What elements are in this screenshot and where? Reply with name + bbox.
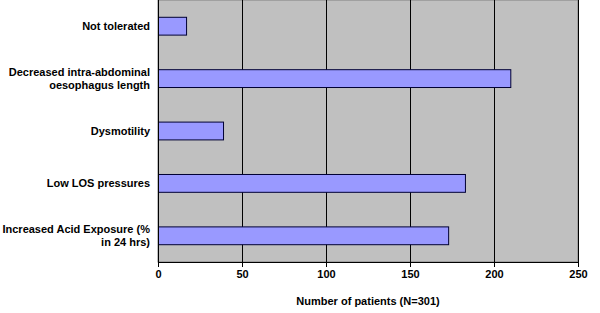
x-axis: 0 50 100 150 200 250 [155, 262, 587, 280]
tick: 100 [317, 262, 335, 280]
axis-line [158, 1, 159, 263]
grid-line [242, 0, 243, 262]
bar [158, 122, 224, 140]
tick-mark [242, 262, 243, 267]
tick-mark [494, 262, 495, 267]
tick-mark [410, 262, 411, 267]
bar [158, 17, 187, 35]
category-labels: Not tolerated Decreased intra-abdominaloe… [2, 20, 150, 248]
tick-label: 0 [155, 268, 161, 280]
chart: 0 50 100 150 200 250 Not tolerated Decreased in… [0, 0, 600, 313]
grid-line [578, 0, 579, 262]
grid-line [494, 0, 495, 262]
tick-label: 250 [569, 268, 587, 280]
bar [158, 174, 465, 192]
bar [158, 227, 449, 245]
tick-mark [578, 262, 579, 267]
grid-line [158, 0, 159, 262]
plot: 0 50 100 150 200 250 Not tolerated Decreased in… [2, 0, 587, 280]
tick-label: 200 [485, 268, 503, 280]
tick: 0 [155, 262, 161, 280]
tick-mark [158, 262, 159, 267]
category-label: Not tolerated [82, 20, 150, 32]
tick-label: 50 [236, 268, 248, 280]
plot-background [158, 0, 578, 262]
y-axis [158, 1, 159, 263]
grid-line [326, 0, 327, 262]
x-axis-title: Number of patients (N=301) [296, 295, 440, 307]
grid [158, 0, 578, 262]
tick-mark [326, 262, 327, 267]
bars [158, 17, 511, 244]
tick: 200 [485, 262, 503, 280]
category-label: Decreased intra-abdominaloesophagus leng… [9, 66, 150, 91]
axis-line [159, 262, 579, 263]
category-label: Low LOS pressures [47, 177, 150, 189]
tick-label: 150 [401, 268, 419, 280]
tick-label: 100 [317, 268, 335, 280]
grid-line [410, 0, 411, 262]
category-label: Dysmotility [91, 125, 151, 137]
tick: 150 [401, 262, 419, 280]
bar [158, 70, 511, 88]
tick: 50 [236, 262, 248, 280]
category-label: Increased Acid Exposure (%in 24 hrs) [2, 223, 150, 248]
tick: 250 [569, 262, 587, 280]
